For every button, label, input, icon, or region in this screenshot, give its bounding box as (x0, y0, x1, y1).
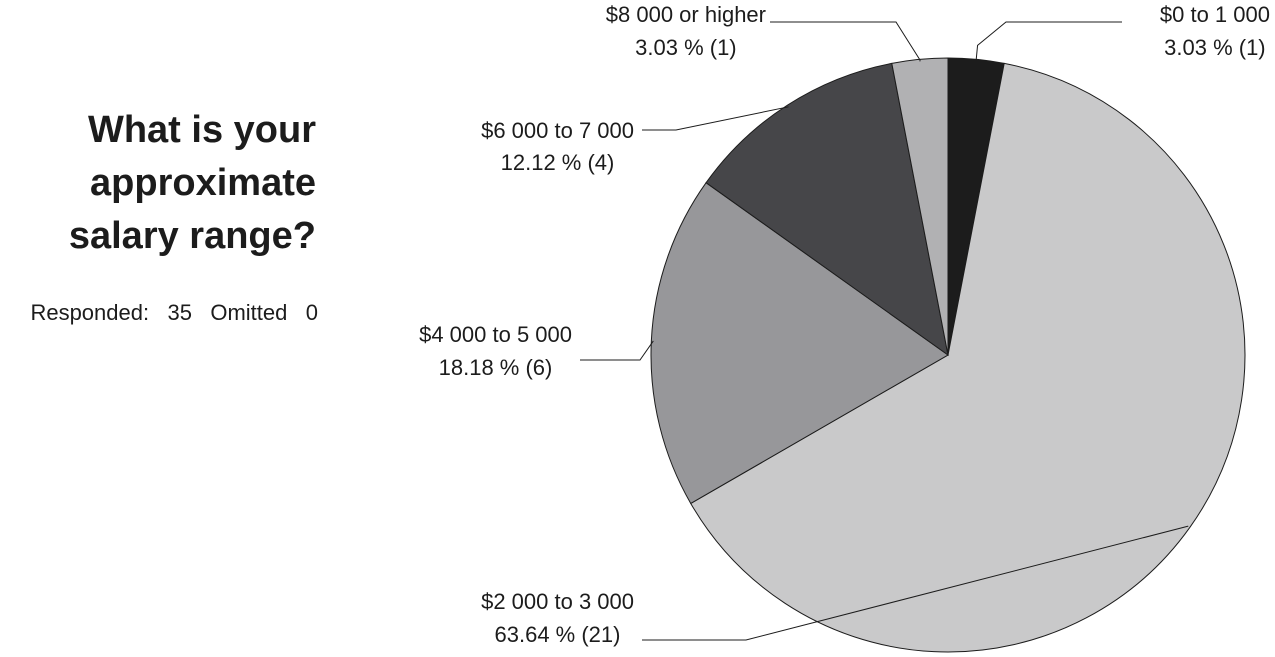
label-leader-lines (580, 21, 1189, 641)
leader-line-4 (642, 106, 789, 131)
responded-count: 35 (167, 300, 192, 325)
question-title-line-2: approximate (90, 162, 316, 204)
question-title-line-1: What is your (87, 109, 316, 151)
pie-slices (650, 57, 1246, 653)
slice-value-4: 12.12 % (4) (501, 150, 615, 175)
leader-line-1 (975, 21, 1122, 62)
slice-labels: $0 to 1 000 3.03 % (1) $2 000 to 3 000 63.6… (419, 2, 1270, 647)
slice-label-2: $2 000 to 3 000 (481, 589, 634, 614)
leader-line-5 (770, 21, 921, 62)
omitted-label: Omitted (210, 300, 288, 325)
leader-line-3 (580, 340, 654, 361)
response-summary: Responded: 35 Omitted 0 (0, 300, 318, 326)
slice-label-4: $6 000 to 7 000 (481, 118, 634, 143)
pie-slice-2 (690, 62, 1246, 653)
omitted-count: 0 (305, 300, 318, 325)
slice-label-5: $8 000 or higher (606, 2, 766, 27)
leader-line-2 (642, 525, 1189, 641)
slice-value-5: 3.03 % (1) (635, 35, 737, 60)
question-title: What is your approximate salary range? (0, 104, 316, 263)
slice-value-1: 3.03 % (1) (1164, 35, 1266, 60)
question-title-line-3: salary range? (68, 215, 316, 257)
pie-slice-3 (650, 182, 949, 505)
responded-label: Responded: (30, 300, 150, 325)
pie-slice-4 (705, 62, 949, 357)
slice-label-3: $4 000 to 5 000 (419, 322, 572, 347)
slice-label-1: $0 to 1 000 (1160, 2, 1270, 27)
slice-value-2: 63.64 % (21) (495, 622, 621, 647)
slice-value-3: 18.18 % (6) (439, 355, 553, 380)
